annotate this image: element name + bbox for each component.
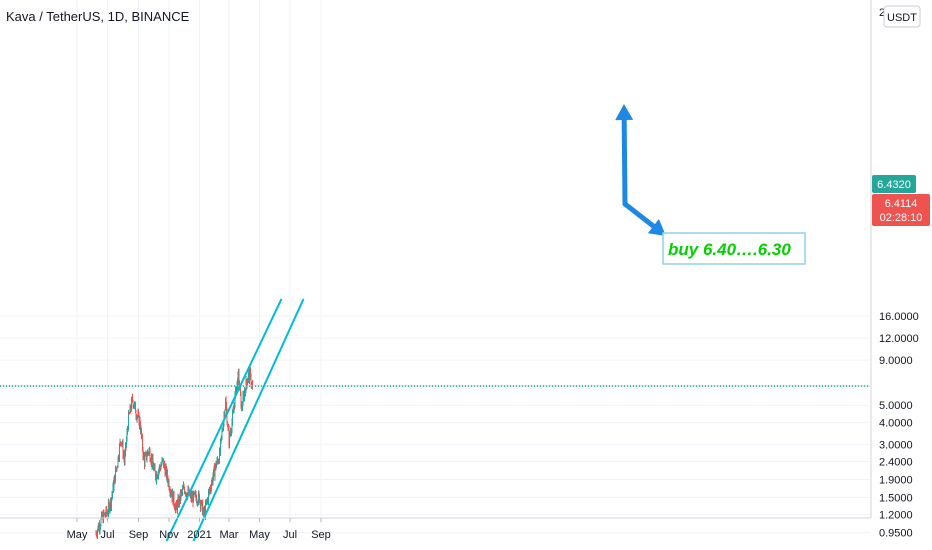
time-tick-label: Nov: [159, 529, 179, 541]
ask-price-value: 6.4320: [877, 179, 911, 191]
time-tick-label: Sep: [129, 529, 149, 541]
price-tick-label: 1.2000: [879, 510, 913, 522]
channel-line-lower: [192, 298, 305, 542]
price-tick-label-top: 2: [879, 7, 885, 19]
currency-label: USDT: [887, 12, 917, 24]
price-tick-label: 3.0000: [879, 439, 913, 451]
price-tick-label: 2.4000: [879, 456, 913, 468]
down-arrow-head: [647, 219, 666, 236]
channel-line-upper: [165, 298, 283, 542]
time-tick-label: Sep: [311, 529, 331, 541]
down-arrow-shaft: [622, 201, 656, 229]
last-price-value: 6.4114: [885, 198, 918, 210]
time-axis[interactable]: May Jul Sep Nov 2021 Mar May Jul Sep: [67, 518, 331, 541]
currency-button[interactable]: USDT: [883, 5, 921, 28]
time-tick-label: Jul: [283, 529, 297, 541]
price-tick-label: 12.0000: [879, 333, 919, 345]
price-tick-label: 0.9500: [879, 528, 913, 540]
price-tick-label: 1.9000: [879, 474, 913, 486]
price-axis[interactable]: 16.0000 12.0000 9.0000 4.0000 3.0000 2.4000 1.…: [879, 7, 919, 540]
buy-annotation[interactable]: buy 6.40….6.30: [662, 232, 806, 265]
price-tick-label: 4.0000: [879, 417, 913, 429]
time-tick-label: May: [249, 529, 270, 541]
price-tick-label: 1.5000: [879, 493, 913, 505]
symbol-title: Kava / TetherUS, 1D, BINANCE: [6, 9, 190, 24]
up-arrow-shaft: [621, 117, 628, 207]
time-tick-label: May: [67, 529, 88, 541]
time-tick-label: Mar: [220, 529, 239, 541]
up-arrow-head: [615, 104, 634, 121]
time-tick-label: Jul: [100, 529, 114, 541]
price-tick-label: 9.0000: [879, 355, 913, 367]
time-tick-label: 2021: [187, 529, 211, 541]
last-price-badge: 6.4114 02:28:10: [872, 194, 930, 226]
drawings-layer: [0, 104, 870, 542]
buy-annotation-text: buy 6.40….6.30: [668, 240, 791, 259]
ask-price-badge: 6.4320: [872, 175, 916, 193]
price-tick-label-partial: 5.0000: [879, 400, 913, 412]
chart-grid: [0, 0, 870, 534]
price-tick-label: 16.0000: [879, 311, 919, 323]
candlestick-series: [95, 366, 253, 540]
candle-countdown: 02:28:10: [880, 212, 923, 224]
